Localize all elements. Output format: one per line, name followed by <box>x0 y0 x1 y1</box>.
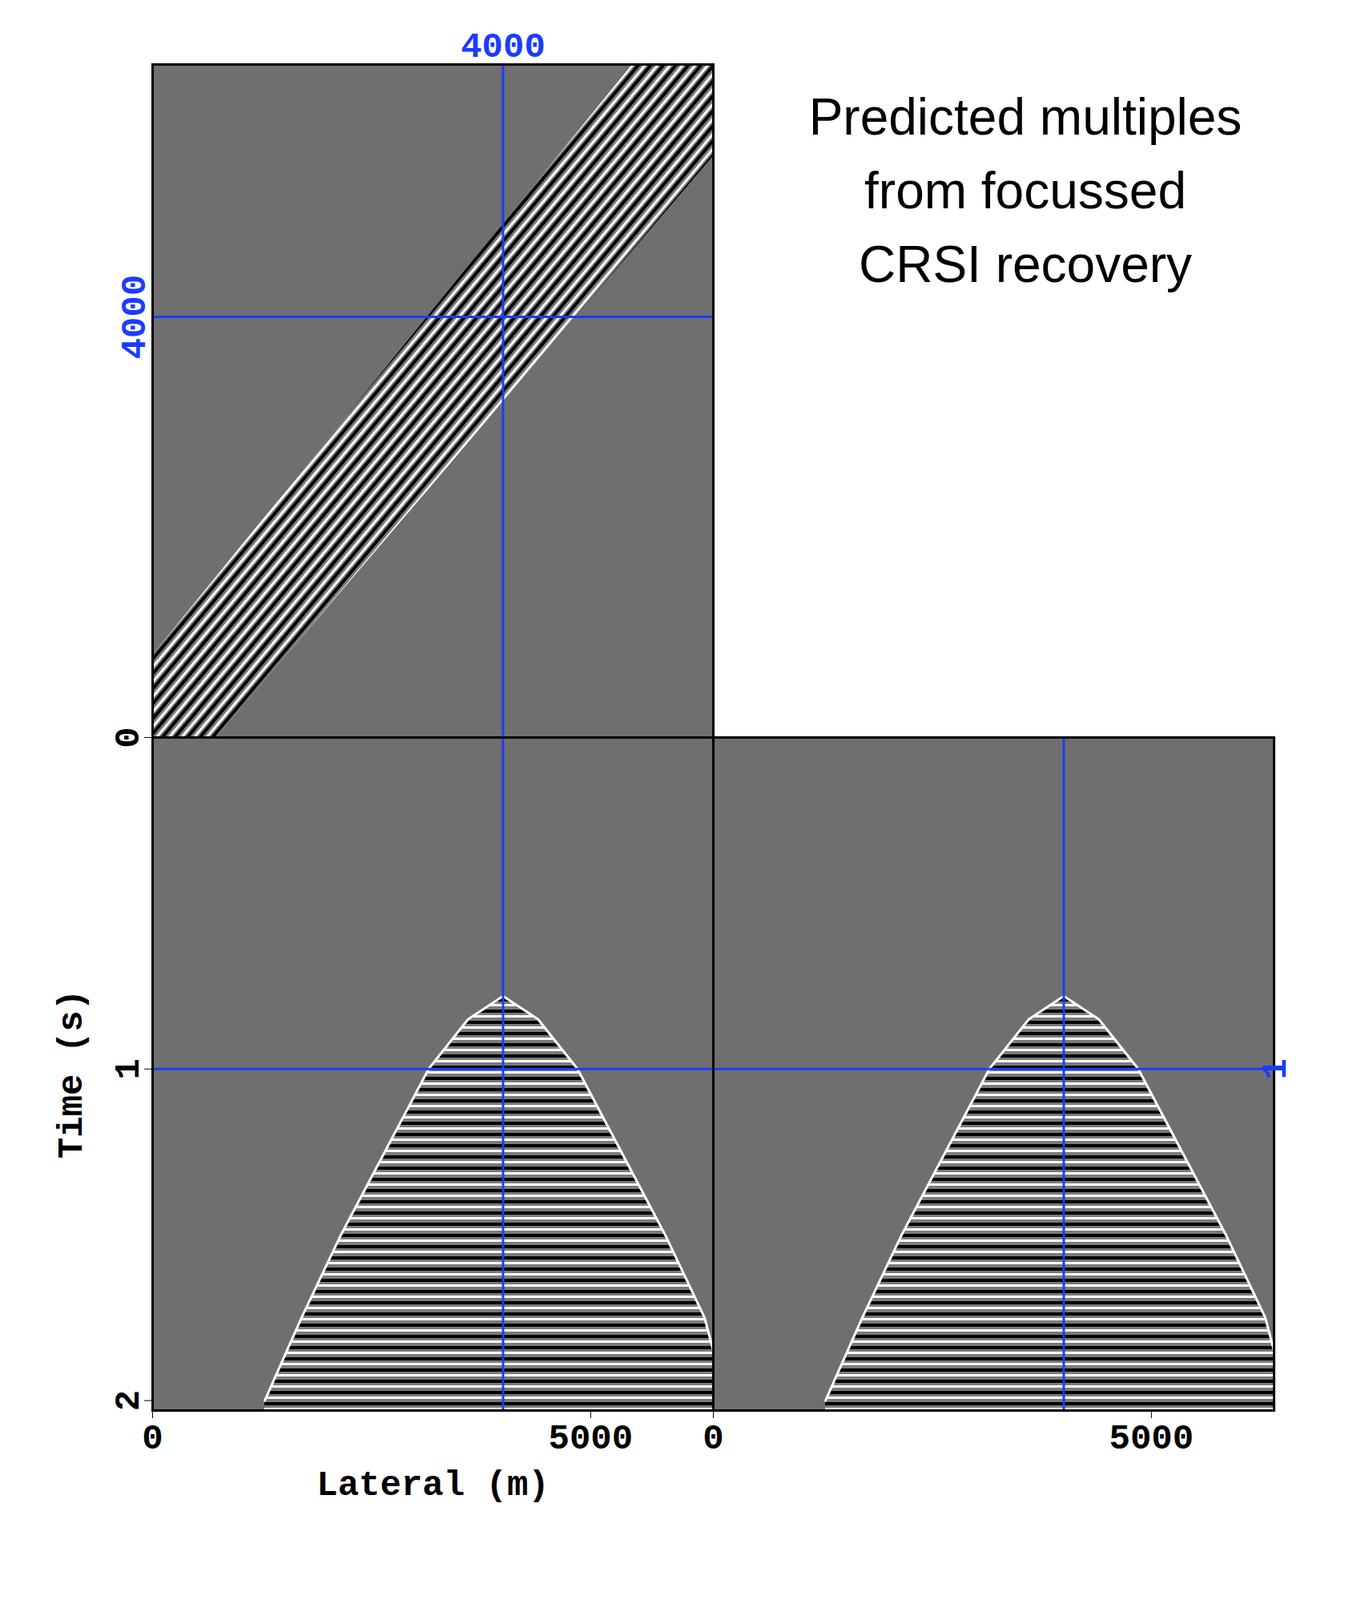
svg-text:Time (s): Time (s) <box>52 989 93 1159</box>
svg-text:1: 1 <box>108 1058 149 1080</box>
svg-text:1: 1 <box>1256 1058 1297 1080</box>
svg-text:4000: 4000 <box>115 274 156 360</box>
svg-text:2: 2 <box>108 1389 149 1411</box>
html-text:Predicted multiples from focus: Predicted multiples from focussed CRSI r… <box>808 88 1242 294</box>
svg-text:5000: 5000 <box>1109 1418 1195 1459</box>
svg-text:Lateral (m): Lateral (m) <box>316 1465 549 1506</box>
svg-text:0: 0 <box>702 1418 724 1459</box>
svg-text:0: 0 <box>108 726 149 748</box>
svg-text:0: 0 <box>141 1418 163 1459</box>
svg-text:4000: 4000 <box>460 27 546 68</box>
svg-text:5000: 5000 <box>548 1418 634 1459</box>
